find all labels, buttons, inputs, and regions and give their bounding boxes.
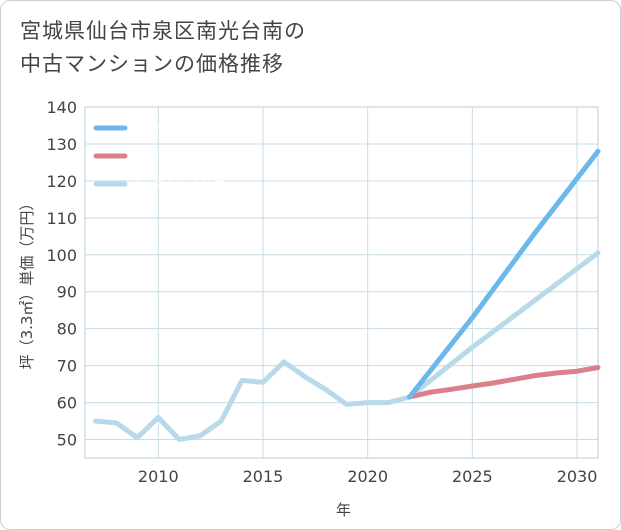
x-tick-label: 2025	[452, 467, 493, 486]
y-tick-label: 140	[46, 98, 77, 117]
y-tick-label: 70	[57, 357, 77, 376]
y-tick-label: 50	[57, 431, 77, 450]
legend-label: ノーマルシナリオ	[129, 177, 225, 191]
legend-label: バッドシナリオ	[129, 149, 213, 163]
axis-ticks: 50 60 70 80 90 100 110 120 130 140 2010 2015 2020 202…	[46, 98, 597, 486]
x-tick-label: 2030	[557, 467, 598, 486]
x-tick-label: 2015	[243, 467, 284, 486]
series-line-0	[407, 148, 601, 400]
x-axis-label: 年	[336, 501, 351, 519]
x-tick-label: 2020	[347, 467, 388, 486]
chart-title: 宮城県仙台市泉区南光台南の 中古マンションの価格推移	[20, 15, 306, 81]
y-tick-label: 110	[46, 209, 77, 228]
y-axis-label: 坪（3.3㎡）単価（万円）	[18, 196, 36, 370]
y-tick-label: 120	[46, 172, 77, 191]
series-line-1	[407, 365, 601, 400]
y-tick-label: 100	[46, 246, 77, 265]
legend-label: グッドシナリオ	[129, 121, 213, 135]
series-line-2	[93, 250, 601, 442]
grid	[85, 106, 598, 458]
x-tick-label: 2010	[138, 467, 179, 486]
y-tick-label: 130	[46, 135, 77, 154]
y-tick-label: 90	[57, 283, 77, 302]
chart-title-line-1: 宮城県仙台市泉区南光台南の	[20, 19, 306, 43]
y-tick-label: 80	[57, 320, 77, 339]
chart-title-line-2: 中古マンションの価格推移	[20, 52, 284, 76]
plot-frame	[84, 106, 599, 459]
y-tick-label: 60	[57, 394, 77, 413]
series-layer	[93, 148, 601, 442]
